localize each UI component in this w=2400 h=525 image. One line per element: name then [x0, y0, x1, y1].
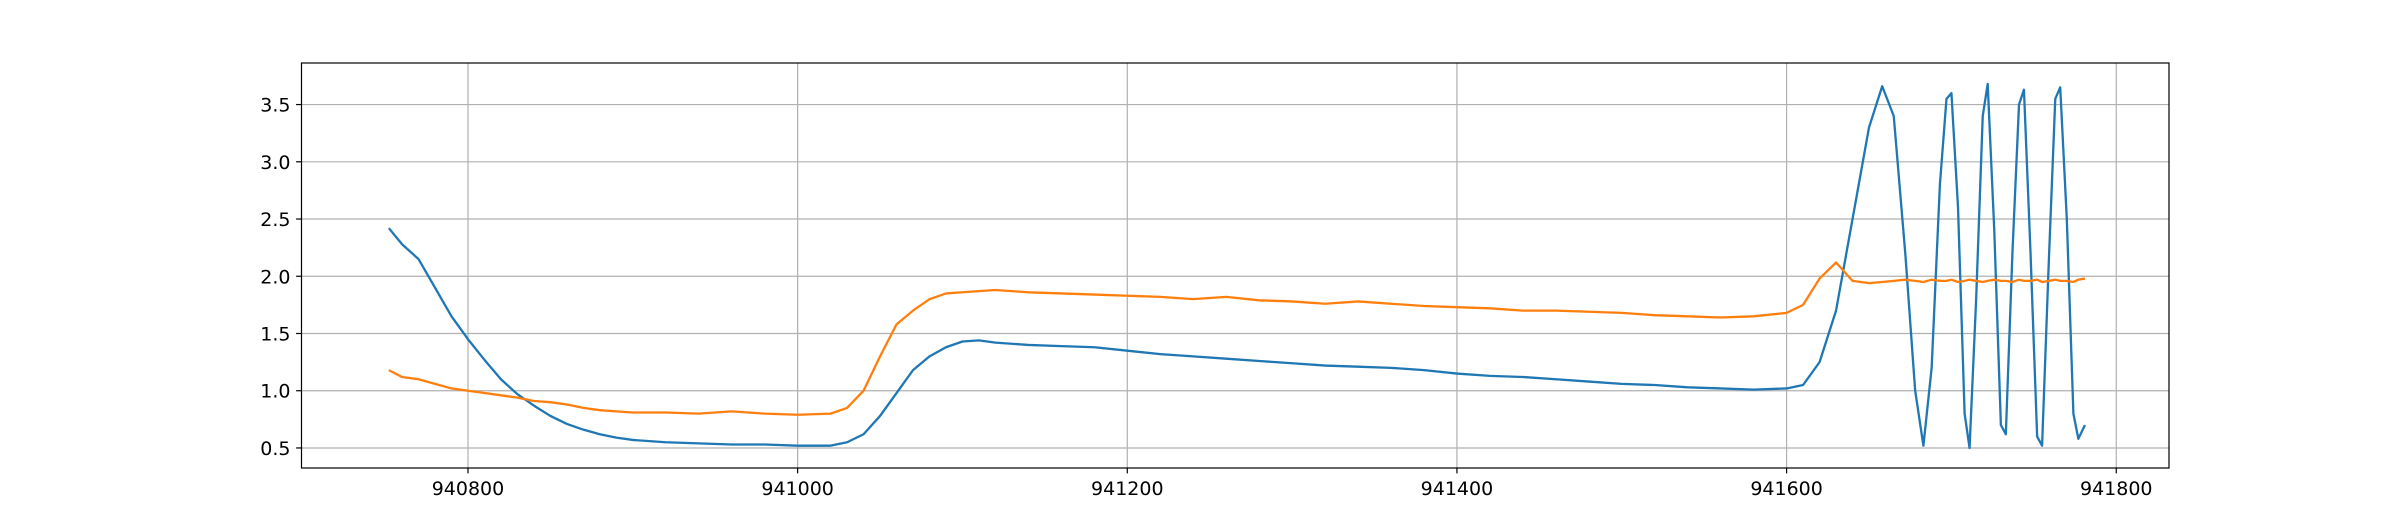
x-tick-label: 941000 — [761, 478, 834, 500]
x-tick-label: 941400 — [1421, 478, 1494, 500]
x-tick-label: 941600 — [1750, 478, 1823, 500]
y-tick-label: 3.0 — [260, 152, 290, 174]
plot-frame — [300, 62, 2170, 469]
data-line — [388, 261, 2086, 416]
y-tick-label: 2.5 — [260, 209, 290, 231]
y-tick-label: 2.0 — [260, 266, 290, 288]
y-tick-label: 0.5 — [260, 438, 290, 460]
x-tick-label: 941200 — [1091, 478, 1164, 500]
y-tick-label: 1.5 — [260, 323, 290, 345]
y-tick-label: 1.0 — [260, 381, 290, 403]
x-tick-label: 941800 — [2080, 478, 2153, 500]
x-tick-label: 940800 — [432, 478, 505, 500]
data-line — [387, 82, 2086, 450]
y-tick-label: 3.5 — [260, 95, 290, 117]
